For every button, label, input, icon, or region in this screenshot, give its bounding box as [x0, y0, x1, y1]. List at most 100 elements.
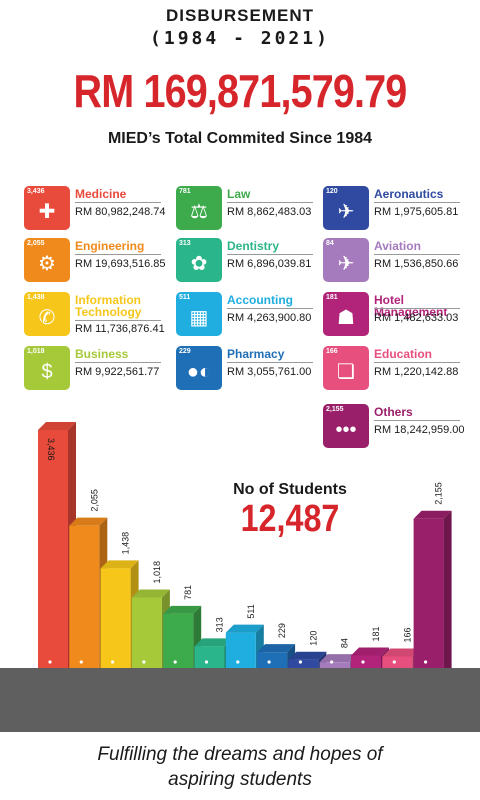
category-amount: RM 1,220,142.88 — [374, 366, 459, 378]
law-scales-icon: ⚖ — [190, 201, 208, 223]
bar-dot — [298, 660, 302, 664]
bar-top — [382, 648, 421, 657]
divider — [374, 202, 460, 203]
bar — [319, 662, 350, 668]
category-amount: RM 6,896,039.81 — [227, 258, 312, 270]
category-count: 166 — [326, 348, 338, 355]
footer-line-1: Fulfilling the dreams and hopes of — [97, 744, 383, 765]
divider — [374, 420, 460, 421]
category-count: 2,055 — [27, 240, 45, 247]
airplane-icon: ✈ — [337, 253, 355, 275]
ground-floor — [0, 668, 480, 732]
category-count: 1,018 — [27, 348, 45, 355]
bar-value-label: 313 — [215, 617, 225, 632]
bar-group: 181 — [351, 626, 389, 668]
bar-value-label: 511 — [246, 604, 256, 618]
category-icon-tile: 84 ✈ — [323, 238, 369, 282]
gear-icon: ⚙ — [38, 253, 56, 275]
category-count: 84 — [326, 240, 334, 247]
category-icon-tile: 120 ✈ — [323, 186, 369, 230]
category-amount: RM 19,693,516.85 — [75, 258, 166, 270]
category-count: 229 — [179, 348, 191, 355]
category-icon-tile: 166 ❏ — [323, 346, 369, 390]
bar-dot — [361, 660, 365, 664]
bar — [69, 525, 100, 668]
category-name: Law — [227, 187, 251, 201]
category-amount: RM 8,862,483.03 — [227, 206, 312, 218]
bar-top — [351, 647, 389, 656]
jet-icon: ✈ — [337, 201, 355, 223]
bar-dot — [267, 660, 271, 664]
divider — [227, 308, 313, 309]
category-count: 781 — [179, 188, 191, 195]
bar — [288, 659, 319, 668]
divider — [75, 320, 161, 321]
category-name: Dentistry — [227, 239, 280, 253]
bar-top — [38, 422, 76, 430]
category-name: Pharmacy — [227, 347, 285, 361]
category-name: Others — [374, 405, 413, 419]
category-name: Business — [75, 347, 129, 361]
bar-top — [131, 589, 170, 598]
category-icon-tile: 2,155 ••• — [323, 404, 369, 448]
category-amount: RM 11,736,876.41 — [75, 323, 165, 335]
category-icon-tile: 1,018 $ — [24, 346, 70, 390]
category-count: 3,436 — [27, 188, 45, 195]
bar-top — [225, 624, 264, 633]
divider — [374, 308, 460, 309]
divider — [227, 254, 313, 255]
category-amount: RM 80,982,248.74 — [75, 206, 166, 218]
bar-dot — [142, 660, 146, 664]
bar-dot — [236, 660, 240, 664]
divider — [374, 254, 460, 255]
bar-value-label: 2,055 — [89, 489, 99, 512]
bar-dot — [392, 660, 396, 664]
category-name: Accounting — [227, 293, 293, 307]
category-count: 2,155 — [326, 406, 344, 413]
divider — [75, 362, 161, 363]
category-icon-tile: 181 ☗ — [323, 292, 369, 336]
bar — [163, 613, 194, 668]
category-name: Medicine — [75, 187, 127, 201]
total-amount: RM 169,871,579.79 — [73, 65, 408, 117]
bar — [351, 655, 381, 668]
bar — [225, 632, 256, 668]
bar — [257, 652, 288, 668]
bar-dot — [79, 660, 83, 664]
bar-dot — [173, 660, 177, 664]
bar — [413, 518, 444, 668]
bar-top — [288, 651, 327, 660]
bar — [100, 568, 131, 668]
calculator-icon: ▦ — [189, 307, 209, 329]
category-amount: RM 1,975,605.81 — [374, 206, 459, 218]
pills-icon: ●◐ — [186, 361, 212, 383]
footer-line-2: aspiring students — [168, 769, 312, 790]
bar-value-label: 229 — [277, 623, 287, 638]
title-disbursement: DISBURSEMENT — [165, 6, 314, 25]
bar-dot — [48, 660, 52, 664]
subtitle: MIED’s Total Commited Since 1984 — [107, 130, 373, 147]
bar-dot — [111, 660, 115, 664]
category-name: Information Technology — [75, 293, 142, 319]
bar-value-label: 84 — [340, 638, 350, 648]
bar-dot — [204, 660, 209, 664]
category-icon-tile: 511 ▦ — [176, 292, 222, 336]
divider — [227, 362, 313, 363]
bar-top — [69, 517, 108, 526]
category-icon-tile: 3,436 ✚ — [24, 186, 70, 230]
category-count: 313 — [179, 240, 191, 247]
category-count: 1,438 — [27, 294, 45, 301]
category-name: Aeronautics — [374, 187, 444, 201]
divider — [227, 202, 313, 203]
bar-dot — [330, 660, 334, 664]
bar-value-label: 781 — [183, 585, 193, 600]
category-count: 511 — [179, 294, 191, 301]
bar-top — [319, 654, 358, 663]
category-name: Aviation — [374, 239, 421, 253]
bar-side — [443, 510, 452, 668]
bar-value-label: 3,436 — [46, 438, 56, 461]
book-icon: ❏ — [337, 361, 355, 383]
bar-group: 781 — [163, 585, 202, 668]
bar — [38, 430, 68, 668]
